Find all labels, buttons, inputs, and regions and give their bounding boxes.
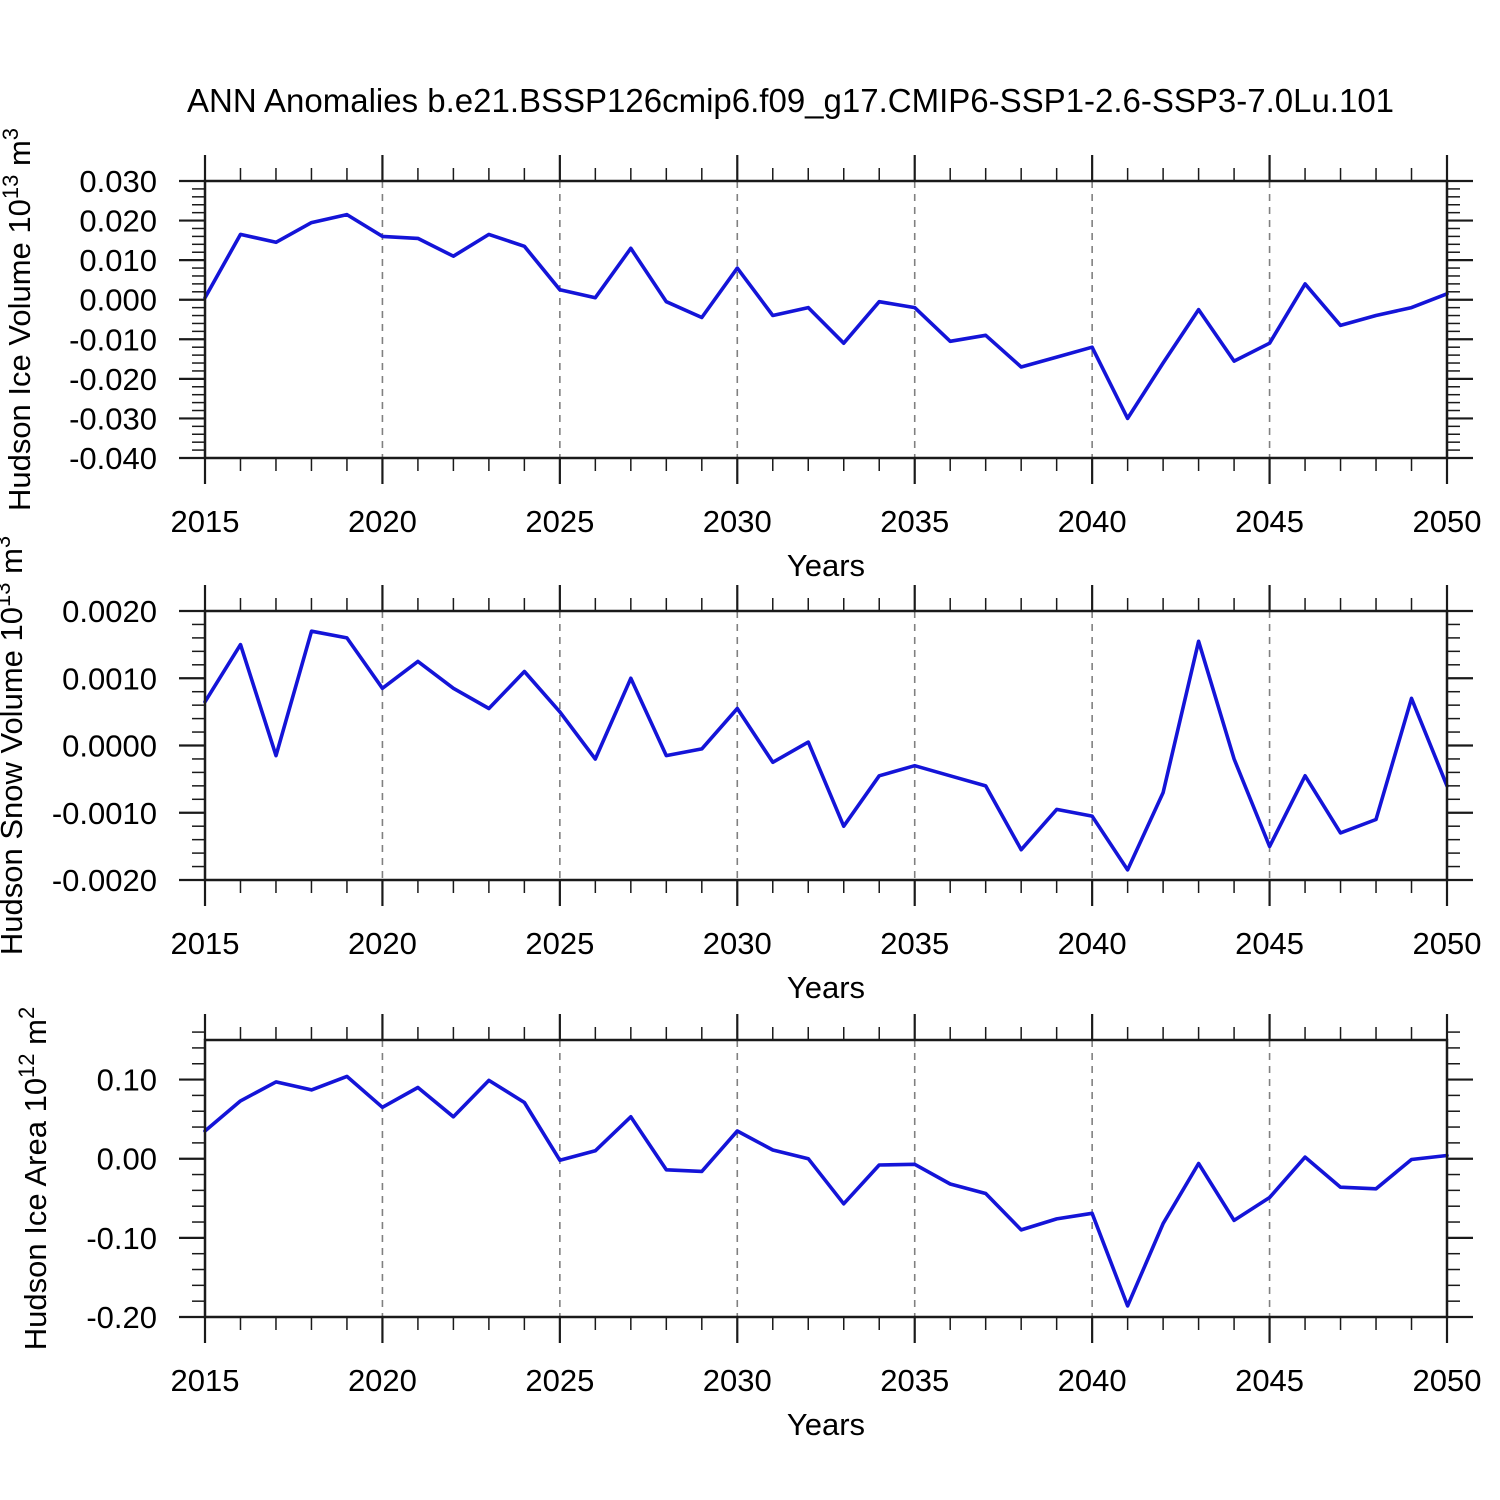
y-tick-label: -0.020 [69, 362, 157, 397]
data-line [203, 212, 1449, 421]
x-tick-label: 2020 [348, 504, 417, 539]
y-tick-label: 0.000 [79, 283, 157, 318]
panel-hudson-snow-volume: 2015 2020 2025 2030 2035 2040 2045 2050 0.0020 0.… [0, 536, 1481, 1005]
y-tick-label: -0.10 [86, 1221, 157, 1256]
y-tick-label: -0.20 [86, 1300, 157, 1335]
axis-frame [203, 1038, 1449, 1319]
x-tick-label: 2030 [703, 504, 772, 539]
axis-frame [203, 609, 1449, 882]
x-tick-label: 2025 [525, 504, 594, 539]
y-tick-label: 0.0020 [62, 594, 157, 629]
x-axis-title: Years [787, 970, 865, 1005]
x-tick-label: 2050 [1413, 1363, 1482, 1398]
x-axis-title: Years [787, 548, 865, 583]
data-line [203, 1074, 1449, 1308]
y-tick-label: 0.00 [97, 1142, 157, 1177]
y-tick-label: 0.020 [79, 204, 157, 239]
x-tick-label: 2015 [171, 926, 240, 961]
y-tick-label: 0.010 [79, 243, 157, 278]
x-tick-label: 2035 [880, 926, 949, 961]
x-tick-label: 2015 [171, 504, 240, 539]
x-tick-label: 2050 [1413, 926, 1482, 961]
x-tick-label: 2020 [348, 926, 417, 961]
x-tick-label: 2015 [171, 1363, 240, 1398]
panel-hudson-ice-volume: 2015 2020 2025 2030 2035 2040 2045 2050 0.030 0.0… [0, 128, 1481, 583]
y-axis-title: Hudson Ice Area 1012 m2 [14, 1007, 53, 1350]
x-tick-label: 2040 [1058, 504, 1127, 539]
x-tick-label: 2035 [880, 1363, 949, 1398]
y-tick-label: 0.0010 [62, 661, 157, 696]
figure-title: ANN Anomalies b.e21.BSSP126cmip6.f09_g17… [187, 82, 1394, 119]
x-tick-label: 2045 [1235, 1363, 1304, 1398]
x-tick-label: 2025 [525, 1363, 594, 1398]
y-tick-label: -0.040 [69, 441, 157, 476]
x-tick-label: 2025 [525, 926, 594, 961]
data-line [203, 629, 1449, 872]
y-tick-label: 0.030 [79, 164, 157, 199]
y-tick-label: 0.0000 [62, 729, 157, 764]
panel-hudson-ice-area: 2015 2020 2025 2030 2035 2040 2045 2050 0.10 0.00… [14, 1007, 1481, 1442]
y-tick-label: -0.0020 [52, 863, 157, 898]
y-tick-label: 0.10 [97, 1063, 157, 1098]
x-tick-label: 2030 [703, 1363, 772, 1398]
x-tick-label: 2045 [1235, 926, 1304, 961]
x-tick-label: 2040 [1058, 926, 1127, 961]
x-tick-label: 2050 [1413, 504, 1482, 539]
y-tick-label: -0.010 [69, 322, 157, 357]
x-tick-label: 2030 [703, 926, 772, 961]
x-tick-label: 2020 [348, 1363, 417, 1398]
axis-frame [203, 179, 1449, 460]
x-axis-title: Years [787, 1407, 865, 1442]
x-tick-label: 2045 [1235, 504, 1304, 539]
x-tick-label: 2035 [880, 504, 949, 539]
y-tick-label: -0.0010 [52, 796, 157, 831]
y-axis-title: Hudson Ice Volume 1013 m3 [0, 128, 37, 511]
y-tick-label: -0.030 [69, 401, 157, 436]
x-tick-label: 2040 [1058, 1363, 1127, 1398]
y-axis-title: Hudson Snow Volume 1013 m3 [0, 536, 29, 955]
